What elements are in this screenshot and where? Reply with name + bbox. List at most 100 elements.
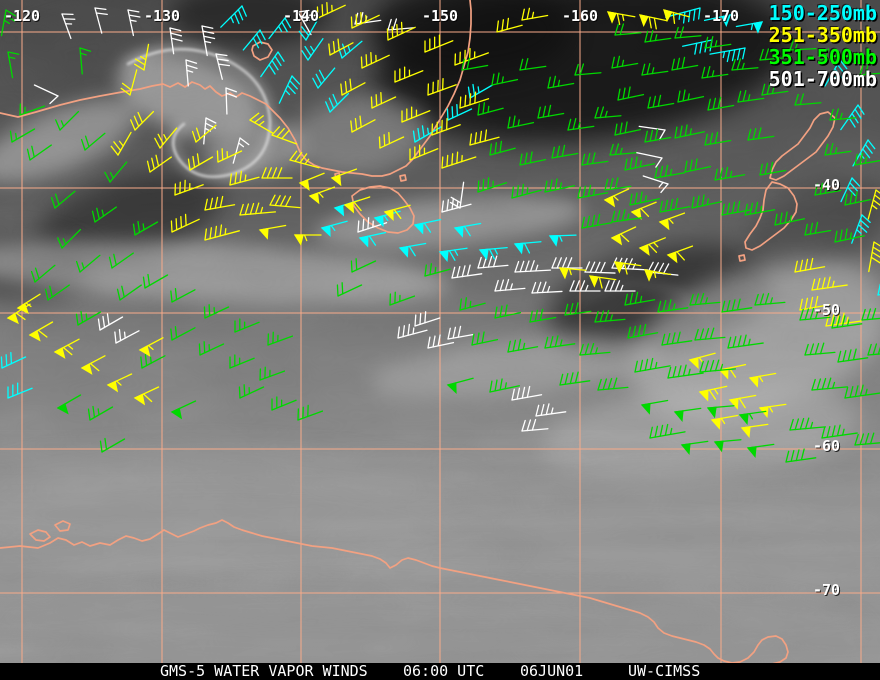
wind-barb-351-500mb: [774, 211, 805, 226]
wind-barb-251-350mb: [191, 124, 217, 143]
wind-barb-351-500mb: [737, 89, 765, 103]
wind-barb-251-350mb: [663, 9, 690, 25]
latitude-label: -40: [813, 176, 841, 194]
wind-barb-251-350mb: [868, 241, 880, 273]
wind-barb-351-500mb: [336, 282, 363, 297]
wind-barb-351-500mb: [647, 94, 675, 109]
longitude-label: -150: [421, 7, 459, 25]
wind-barb-251-350mb: [610, 226, 637, 246]
wind-barb-501-700mb: [97, 313, 124, 331]
wind-barb-351-500mb: [551, 144, 579, 159]
wind-barb-351-500mb: [594, 309, 626, 323]
wind-barb-351-500mb: [684, 158, 712, 173]
wind-barb-251-350mb: [53, 338, 80, 359]
wind-barb-351-500mb: [459, 297, 486, 311]
coastline-nz-south-island: [744, 181, 798, 251]
wind-barb-150-250mb: [840, 104, 865, 131]
wind-barb-351-500mb: [579, 342, 611, 356]
wind-barb-351-500mb: [271, 396, 297, 411]
wind-barb-251-350mb: [130, 110, 155, 131]
caption-text: GMS-5 WATER VAPOR WINDS: [160, 662, 368, 680]
wind-barb-150-250mb: [301, 38, 324, 61]
wind-barb-150-250mb: [467, 83, 494, 99]
wind-barb-351-500mb: [811, 377, 849, 391]
wind-barb-351-500mb: [680, 440, 709, 455]
wind-barb-351-500mb: [689, 292, 721, 306]
wind-barb-351-500mb: [644, 29, 672, 43]
wind-barb-351-500mb: [170, 325, 196, 341]
wind-barb-351-500mb: [57, 228, 82, 249]
wind-barb-150-250mb: [446, 103, 473, 121]
wind-barb-351-500mb: [674, 124, 705, 139]
wind-barb-351-500mb: [721, 200, 753, 216]
wind-barb-251-350mb: [867, 189, 880, 220]
wind-barb-351-500mb: [229, 354, 255, 369]
wind-barb-251-350mb: [261, 167, 293, 179]
wind-barb-251-350mb: [258, 224, 287, 240]
legend-item-251-350mb: 251-350mb: [768, 23, 877, 47]
wind-barb-251-350mb: [308, 186, 336, 205]
wind-barb-351-500mb: [667, 364, 704, 379]
wind-barb-251-350mb: [427, 78, 457, 96]
legend-item-501-700mb: 501-700mb: [768, 67, 877, 91]
wind-barb-351-500mb: [238, 384, 265, 399]
wind-barb-251-350mb: [170, 213, 200, 233]
wind-barb-351-500mb: [609, 143, 637, 156]
wind-barb-351-500mb: [727, 334, 764, 349]
caption-text: 06JUN01: [520, 662, 584, 680]
wind-barb-150-250mb: [7, 382, 33, 399]
wind-barb-501-700mb: [635, 151, 663, 168]
wind-barb-351-500mb: [837, 348, 869, 363]
wind-barb-351-500mb: [731, 58, 759, 71]
wind-barb-351-500mb: [99, 437, 126, 453]
wind-barb-351-500mb: [489, 140, 516, 156]
wind-barb-251-350mb: [728, 394, 757, 410]
wind-barb-351-500mb: [0, 9, 16, 37]
wind-barb-251-350mb: [658, 212, 686, 231]
wind-barb-251-350mb: [630, 201, 657, 220]
wind-barb-351-500mb: [104, 161, 128, 183]
wind-barb-351-500mb: [529, 308, 557, 323]
wind-barb-501-700mb: [114, 328, 140, 344]
wind-barb-251-350mb: [340, 78, 366, 96]
wind-barb-351-500mb: [537, 104, 565, 119]
wind-barb-351-500mb: [547, 75, 575, 89]
wind-barb-150-250mb: [242, 29, 266, 51]
coastline-antarctic-island-2: [54, 520, 71, 532]
wind-barb-251-350mb: [154, 127, 178, 149]
wind-barb-351-500mb: [477, 102, 504, 116]
wind-barb-351-500mb: [834, 228, 865, 243]
wind-barbs: [0, 1, 880, 463]
wind-barb-251-350mb: [441, 151, 477, 169]
wind-barb-351-500mb: [91, 206, 117, 223]
wind-barb-251-350mb: [469, 129, 500, 146]
wind-barb-351-500mb: [859, 63, 880, 76]
wind-barb-351-500mb: [673, 407, 702, 422]
wind-barb-351-500mb: [821, 424, 858, 439]
wind-barb-351-500mb: [614, 23, 642, 36]
wind-barb-150-250mb: [268, 17, 292, 40]
wind-barb-351-500mb: [861, 307, 880, 321]
wind-barb-501-700mb: [531, 281, 563, 294]
wind-barb-351-500mb: [567, 117, 595, 131]
wind-barb-150-250mb: [358, 231, 387, 248]
wind-barb-251-350mb: [134, 43, 150, 71]
wind-barb-351-500mb: [477, 177, 508, 193]
wind-barb-351-500mb: [844, 384, 880, 399]
wind-barb-351-500mb: [634, 357, 671, 373]
wind-barb-251-350mb: [811, 276, 848, 291]
wind-barb-501-700mb: [427, 334, 455, 349]
wind-barb-251-350mb: [229, 170, 260, 186]
wind-barb-501-700mb: [477, 255, 509, 269]
wind-barb-351-500mb: [721, 298, 753, 313]
wind-barb-251-350mb: [378, 131, 405, 149]
wind-barb-351-500mb: [624, 156, 655, 171]
wind-barb-351-500mb: [659, 197, 691, 213]
wind-barb-351-500mb: [389, 291, 416, 306]
wind-barb-351-500mb: [694, 327, 726, 341]
wind-barb-150-250mb: [453, 222, 482, 238]
wind-barb-351-500mb: [677, 89, 705, 103]
wind-barb-501-700mb: [127, 9, 141, 37]
